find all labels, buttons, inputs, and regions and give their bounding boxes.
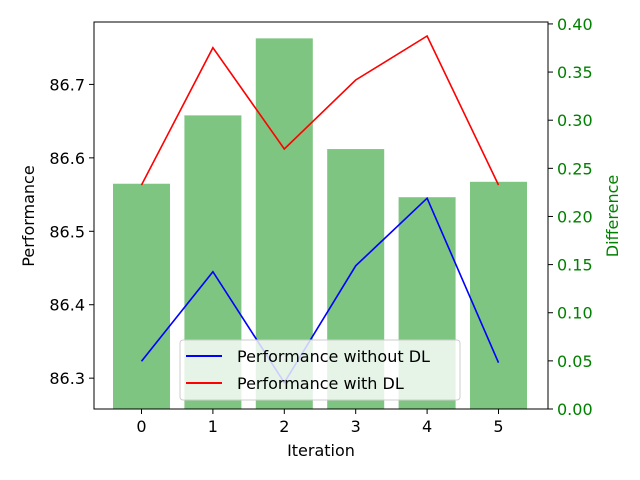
- difference-bar: [470, 181, 527, 409]
- y-right-tick-label: 0.05: [557, 352, 593, 371]
- y-right-tick-label: 0.35: [557, 63, 593, 82]
- y-axis-right: 0.00 0.05 0.10 0.15 0.20 0.25 0.30 0.35 0.40: [548, 15, 593, 419]
- x-tick-label: 2: [279, 417, 289, 436]
- y-axis-left-label: Performance: [19, 165, 38, 266]
- y-right-tick-label: 0.15: [557, 256, 593, 275]
- x-tick-label: 3: [351, 417, 361, 436]
- y-left-tick-label: 86.7: [49, 75, 85, 94]
- plot-frame: [93, 21, 549, 410]
- line-without-dl: [140, 196, 500, 385]
- difference-bar: [113, 183, 170, 409]
- y-left-tick-label: 86.3: [49, 369, 85, 388]
- y-left-tick-label: 86.5: [49, 222, 85, 241]
- y-left-tick-label: 86.4: [49, 296, 85, 315]
- y-axis-left: 86.3 86.4 86.5 86.6 86.7: [49, 75, 94, 388]
- x-tick-label: 0: [136, 417, 146, 436]
- x-axis-label: Iteration: [287, 441, 355, 460]
- y-right-tick-label: 0.10: [557, 304, 593, 323]
- y-right-tick-label: 0.30: [557, 111, 593, 130]
- y-right-tick-label: 0.20: [557, 207, 593, 226]
- x-axis: 0 1 2 3 4 5: [136, 409, 504, 436]
- x-tick-label: 1: [208, 417, 218, 436]
- x-tick-label: 4: [422, 417, 432, 436]
- y-axis-right-label: Difference: [603, 175, 622, 257]
- line-with-dl: [140, 34, 500, 186]
- legend-label-with-dl: Performance with DL: [237, 374, 404, 393]
- y-left-tick-label: 86.6: [49, 149, 85, 168]
- legend-box: [179, 339, 461, 401]
- legend-label-without-dl: Performance without DL: [237, 347, 430, 366]
- legend: Performance without DL Performance with …: [179, 339, 461, 401]
- y-right-tick-label: 0.40: [557, 15, 593, 34]
- y-right-tick-label: 0.25: [557, 159, 593, 178]
- x-tick-label: 5: [493, 417, 503, 436]
- y-right-tick-label: 0.00: [557, 400, 593, 419]
- performance-lines: [140, 34, 500, 385]
